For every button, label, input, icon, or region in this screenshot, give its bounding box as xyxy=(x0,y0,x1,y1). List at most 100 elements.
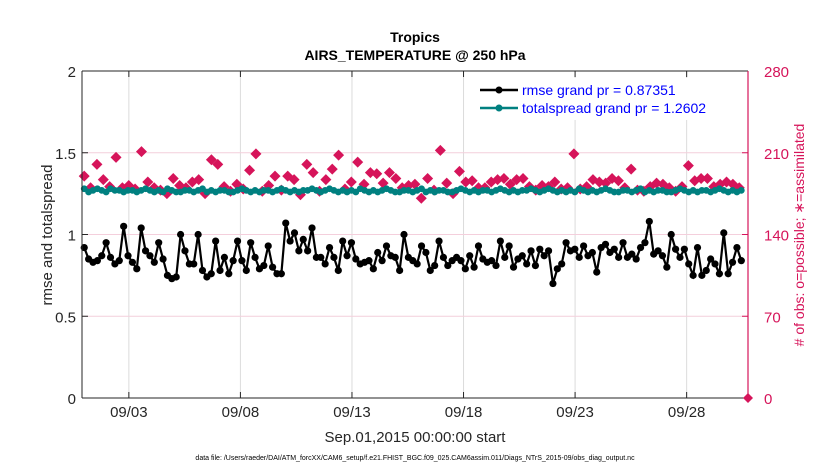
rmse-point xyxy=(663,263,671,271)
legend-label-totalspread: totalspread grand pr = 1.2602 xyxy=(522,100,706,116)
rmse-point xyxy=(733,243,741,252)
rmse-point xyxy=(628,250,636,258)
rmse-point xyxy=(680,245,688,253)
obs-point xyxy=(244,164,256,176)
obs-point xyxy=(383,167,395,179)
rmse-point xyxy=(325,243,334,252)
obs-point xyxy=(97,174,109,186)
obs-point xyxy=(326,163,338,175)
rmse-point xyxy=(501,253,509,261)
obs-point xyxy=(212,158,224,170)
obs-point xyxy=(441,177,453,189)
legend-marker-totalspread xyxy=(495,104,503,112)
obs-point xyxy=(390,172,402,184)
legend-box xyxy=(476,78,740,120)
rmse-point xyxy=(120,222,128,230)
rmse-point xyxy=(365,257,373,265)
rmse-point xyxy=(98,252,106,260)
rmse-point xyxy=(212,237,220,245)
rmse-point xyxy=(277,270,285,278)
rmse-point xyxy=(299,235,307,244)
rmse-point xyxy=(544,247,553,255)
rmse-point xyxy=(505,242,513,250)
axes: 09/03 09/08 09/13 09/18 09/23 09/28 0 0.5 1 1.5 2 0… xyxy=(55,64,789,421)
rmse-point xyxy=(396,266,404,275)
rmse-point xyxy=(321,260,329,268)
chart-title-line2: AIRS_TEMPERATURE @ 250 hPa xyxy=(304,47,525,63)
rmse-point xyxy=(264,242,272,250)
y-axis-label: rmse and totalspread xyxy=(39,165,56,306)
rmse-point xyxy=(615,253,623,261)
obs-point xyxy=(549,176,561,188)
rmse-point xyxy=(474,242,483,250)
rmse-point xyxy=(146,252,154,260)
obs-point xyxy=(600,177,612,189)
rmse-point xyxy=(400,230,408,239)
y-tick-label: 0.5 xyxy=(55,309,76,326)
y-right-tick-label: 0 xyxy=(764,391,772,408)
rmse-point xyxy=(286,237,294,245)
rmse-point xyxy=(382,242,391,250)
obs-point xyxy=(415,192,427,204)
obs-point xyxy=(453,165,465,177)
rmse-point xyxy=(737,257,745,265)
rmse-point xyxy=(172,273,180,281)
obs-point xyxy=(307,167,319,179)
rmse-point xyxy=(523,260,531,268)
rmse-point xyxy=(378,257,386,265)
rmse-point xyxy=(242,266,250,275)
rmse-point xyxy=(588,248,596,257)
rmse-point xyxy=(260,261,268,270)
rmse-point xyxy=(562,239,570,247)
obs-point xyxy=(135,146,147,158)
legend: rmse grand pr = 0.87351 totalspread gran… xyxy=(476,78,740,120)
rmse-point xyxy=(150,258,158,266)
rmse-point xyxy=(198,266,207,275)
rmse-point xyxy=(102,239,110,247)
x-tick-label: 09/28 xyxy=(668,404,706,421)
rmse-point xyxy=(374,248,382,257)
rmse-point xyxy=(334,266,342,275)
rmse-point xyxy=(391,253,399,261)
rmse-point xyxy=(496,237,504,245)
obs-point xyxy=(568,148,580,160)
totalspread-point xyxy=(737,186,745,194)
rmse-point xyxy=(636,243,645,252)
rmse-point xyxy=(308,224,316,232)
rmse-point xyxy=(207,270,215,278)
rmse-point xyxy=(282,219,290,227)
x-axis-label: Sep.01,2015 00:00:00 start xyxy=(325,429,507,446)
rmse-point xyxy=(728,258,737,266)
rmse-point xyxy=(619,239,627,247)
obs-point xyxy=(193,174,205,186)
rmse-point xyxy=(422,248,430,257)
y-tick-label: 0 xyxy=(68,391,76,408)
rmse-point xyxy=(549,279,557,288)
rmse-point xyxy=(177,230,185,239)
rmse-point xyxy=(194,230,202,239)
x-tick-label: 09/03 xyxy=(110,404,148,421)
rmse-point xyxy=(518,252,526,260)
rmse-point xyxy=(720,229,728,237)
rmse-point xyxy=(93,257,101,265)
rmse-point xyxy=(251,253,259,261)
rmse-point xyxy=(654,247,662,255)
obs-point xyxy=(682,160,694,172)
y-right-tick-label: 70 xyxy=(764,309,781,326)
obs-point xyxy=(142,176,154,188)
chart-title-line1: Tropics xyxy=(390,29,440,45)
rmse-point xyxy=(698,271,706,279)
obs-point xyxy=(352,156,364,168)
rmse-point xyxy=(689,271,697,279)
rmse-point xyxy=(233,237,242,245)
rmse-point xyxy=(466,252,474,260)
x-tick-label: 09/13 xyxy=(333,404,371,421)
rmse-point xyxy=(137,224,145,232)
rmse-point xyxy=(540,252,548,260)
obs-point xyxy=(320,174,332,186)
obs-point xyxy=(612,175,624,187)
rmse-point xyxy=(133,265,141,273)
obs-point xyxy=(91,158,103,170)
obs-point xyxy=(434,144,446,156)
x-tick-label: 09/08 xyxy=(222,404,260,421)
